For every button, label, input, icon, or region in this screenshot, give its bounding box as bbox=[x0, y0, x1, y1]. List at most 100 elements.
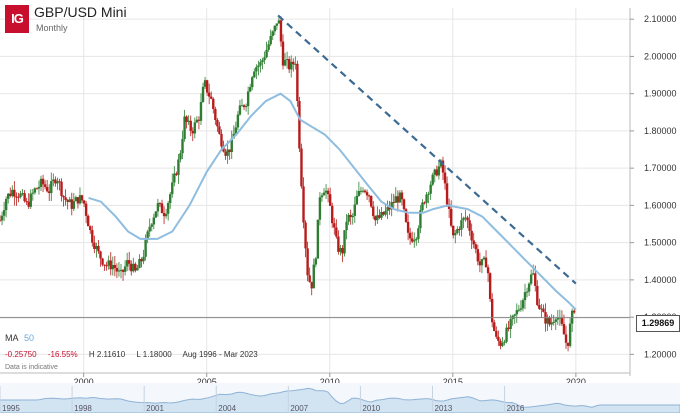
candle-body bbox=[406, 221, 410, 233]
candle-body bbox=[140, 259, 143, 262]
candle-body bbox=[347, 214, 350, 222]
candle-body bbox=[60, 181, 63, 197]
candle-body bbox=[82, 200, 86, 204]
candle-body bbox=[183, 116, 186, 140]
candle-body bbox=[277, 20, 281, 24]
candle-body bbox=[0, 220, 2, 222]
candle-body bbox=[125, 260, 129, 267]
candle-body bbox=[29, 193, 32, 207]
candle-body bbox=[415, 238, 418, 241]
y-tick-label: 1.70000 bbox=[644, 163, 677, 173]
candle-body bbox=[169, 194, 172, 203]
candle-body bbox=[269, 35, 272, 45]
candle-body bbox=[470, 230, 473, 241]
candle-body bbox=[144, 239, 147, 257]
candle-body bbox=[386, 207, 389, 211]
candle-body bbox=[58, 181, 61, 183]
candle-body bbox=[554, 319, 557, 322]
candle-body bbox=[392, 201, 395, 203]
candle-body bbox=[187, 120, 190, 122]
candle-body bbox=[179, 153, 182, 160]
candle-body bbox=[447, 204, 451, 209]
candle-body bbox=[468, 220, 471, 231]
candle-body bbox=[171, 182, 174, 195]
candle-body bbox=[248, 87, 252, 92]
candle-body bbox=[216, 120, 219, 127]
candle-body bbox=[103, 264, 106, 266]
candle-body bbox=[207, 92, 211, 97]
candle-body bbox=[302, 186, 305, 223]
candle-body bbox=[341, 248, 344, 254]
candle-body bbox=[251, 77, 254, 88]
candle-body bbox=[70, 199, 73, 209]
candle-body bbox=[497, 336, 500, 341]
candle-body bbox=[52, 179, 55, 182]
candle-body bbox=[294, 63, 297, 65]
ma-label: MA bbox=[5, 333, 19, 343]
candle-body bbox=[427, 193, 430, 195]
candle-body bbox=[226, 149, 229, 156]
candle-body bbox=[419, 210, 422, 229]
candle-body bbox=[566, 342, 570, 346]
date-range: Aug 1996 - Mar 2023 bbox=[182, 350, 258, 359]
candle-body bbox=[287, 59, 291, 70]
candle-body bbox=[210, 96, 213, 99]
candle-body bbox=[279, 20, 283, 42]
candle-body bbox=[384, 210, 387, 215]
candle-body bbox=[78, 195, 82, 204]
candle-body bbox=[523, 292, 527, 301]
candle-body bbox=[466, 217, 469, 221]
candle-body bbox=[185, 116, 188, 122]
candle-body bbox=[35, 188, 39, 190]
candle-body bbox=[326, 190, 330, 195]
y-tick-label: 2.00000 bbox=[644, 51, 677, 61]
candle-body bbox=[396, 196, 400, 203]
candle-body bbox=[513, 314, 516, 316]
candle-body bbox=[113, 265, 117, 268]
candle-body bbox=[64, 197, 67, 201]
candle-body bbox=[164, 213, 168, 217]
candle-body bbox=[50, 181, 53, 194]
candle-body bbox=[324, 190, 328, 193]
candle-body bbox=[353, 204, 356, 216]
navigator-label: 2004 bbox=[218, 404, 236, 413]
candle-body bbox=[27, 201, 30, 207]
candle-body bbox=[48, 191, 51, 194]
candle-body bbox=[318, 197, 322, 220]
candle-body bbox=[181, 139, 184, 154]
candle-body bbox=[490, 298, 494, 323]
ma-period: 50 bbox=[24, 333, 35, 343]
candle-body bbox=[97, 245, 100, 252]
instrument-title: GBP/USD Mini bbox=[34, 4, 127, 20]
candle-body bbox=[285, 59, 289, 61]
candle-body bbox=[281, 41, 285, 66]
candle-body bbox=[517, 309, 521, 311]
candle-body bbox=[11, 189, 14, 196]
candle-body bbox=[275, 23, 279, 26]
candle-body bbox=[355, 195, 359, 205]
candle-body bbox=[66, 200, 69, 203]
x-tick-label: 2020 bbox=[566, 377, 586, 387]
candle-body bbox=[130, 263, 133, 272]
candle-body bbox=[519, 308, 523, 310]
candle-body bbox=[197, 119, 201, 121]
candle-body bbox=[413, 240, 416, 242]
y-tick-label: 2.10000 bbox=[644, 14, 677, 24]
high-value: H 2.11610 bbox=[88, 350, 126, 359]
ig-logo: IG bbox=[5, 5, 29, 33]
navigator-label: 1998 bbox=[74, 404, 92, 413]
candle-body bbox=[234, 127, 238, 134]
candle-body bbox=[25, 201, 28, 203]
candle-body bbox=[560, 317, 564, 324]
candle-body bbox=[369, 196, 373, 207]
candle-body bbox=[290, 61, 293, 70]
candle-body bbox=[132, 263, 135, 272]
candle-body bbox=[314, 258, 318, 265]
candle-body bbox=[31, 192, 35, 194]
candle-body bbox=[68, 199, 71, 203]
candle-body bbox=[107, 260, 110, 266]
candle-body bbox=[148, 226, 151, 232]
candle-body bbox=[488, 273, 492, 299]
indicator-legend[interactable]: MA 50 bbox=[5, 333, 37, 343]
